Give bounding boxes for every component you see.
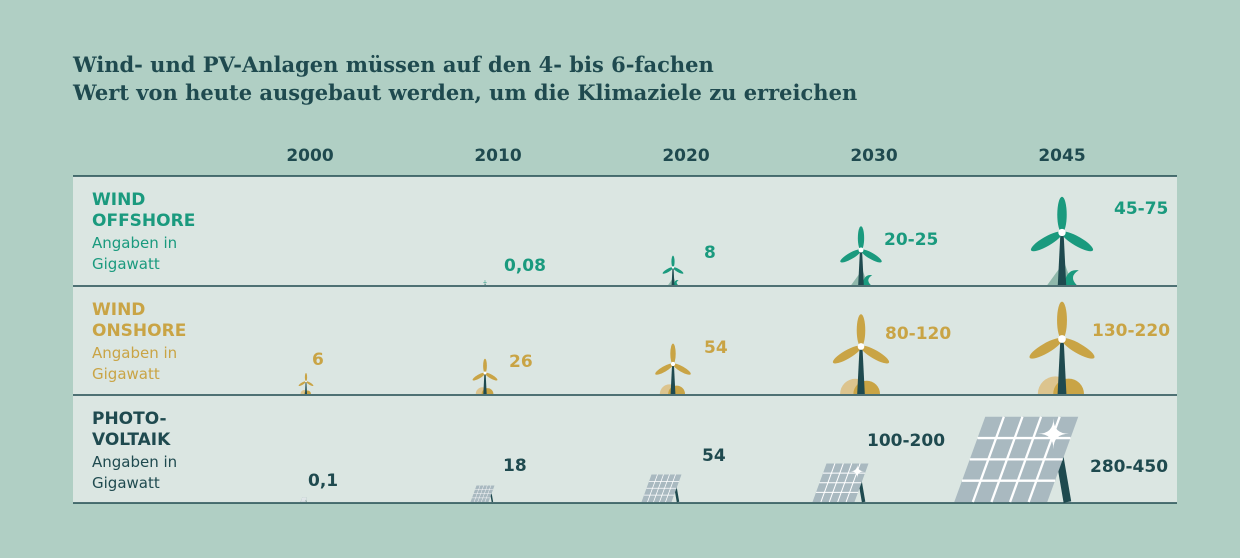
value-label: 54	[702, 446, 726, 466]
year-header: 2010	[474, 146, 521, 166]
value-label: 18	[503, 456, 527, 476]
blade	[472, 372, 486, 381]
row-unit: Angaben in Gigawatt	[92, 234, 177, 273]
wave-curl	[1064, 270, 1079, 285]
blade	[840, 249, 862, 263]
value-label: 54	[704, 338, 728, 358]
blade	[305, 381, 314, 386]
blade	[1030, 231, 1063, 252]
hub	[305, 380, 307, 383]
pv-panel-icon	[812, 463, 869, 503]
blade	[655, 363, 674, 375]
row-label: PHOTO-VOLTAIK	[92, 409, 171, 450]
hub	[1058, 228, 1066, 237]
blade	[1061, 231, 1094, 252]
year-header: 2030	[850, 146, 897, 166]
blade	[672, 267, 684, 274]
blade	[484, 372, 498, 381]
blade	[304, 373, 308, 382]
turbine-icon	[1029, 301, 1095, 394]
value-label: 0,08	[504, 256, 546, 276]
tower	[671, 267, 675, 285]
blade	[860, 249, 882, 263]
sparkle	[1037, 418, 1069, 450]
turbine-icon	[483, 279, 487, 285]
turbine-icon	[662, 255, 684, 285]
blade	[857, 226, 865, 251]
tower	[305, 381, 307, 394]
blade	[662, 267, 674, 274]
turbine-icon	[832, 314, 890, 394]
tower	[857, 346, 865, 394]
value-label: 130-220	[1092, 321, 1170, 341]
year-header: 2020	[662, 146, 709, 166]
pv-panel-icon	[641, 474, 682, 503]
tower	[483, 373, 487, 394]
pv-panel-icon	[300, 497, 307, 503]
blade	[856, 314, 866, 347]
pv-panel-icon	[470, 485, 495, 503]
sparkle	[850, 464, 865, 479]
year-header: 2045	[1038, 146, 1085, 166]
title: Wind- und PV-Anlagen müssen auf den 4- b…	[72, 52, 857, 105]
tower	[1057, 232, 1067, 285]
blade	[672, 363, 691, 375]
wave-curl	[862, 275, 873, 285]
hub	[671, 266, 675, 269]
value-label: 45-75	[1114, 199, 1168, 219]
turbine-icon	[298, 373, 314, 394]
row-unit: Angaben in Gigawatt	[92, 453, 177, 492]
row-label: WIND ONSHORE	[92, 300, 186, 341]
turbine-icon	[840, 226, 882, 285]
tower	[858, 250, 864, 285]
row-label: WIND OFFSHORE	[92, 190, 195, 231]
blade	[1061, 338, 1095, 359]
tower	[670, 364, 676, 394]
pv-panel-icon	[954, 416, 1079, 503]
value-label: 100-200	[867, 431, 945, 451]
hub	[857, 343, 865, 350]
blade	[484, 279, 486, 282]
hub	[670, 361, 676, 367]
blade	[860, 345, 890, 364]
value-label: 8	[704, 243, 716, 263]
blade	[298, 381, 307, 386]
value-label: 280-450	[1090, 457, 1168, 477]
blade	[483, 281, 486, 284]
blade	[483, 358, 487, 373]
year-header: 2000	[286, 146, 333, 166]
wave-curl	[673, 280, 679, 285]
value-label: 20-25	[884, 230, 938, 250]
value-label: 0,1	[308, 471, 338, 491]
tower	[1057, 339, 1067, 394]
hub	[858, 247, 864, 253]
turbine-icon	[1030, 196, 1094, 285]
blade	[484, 281, 487, 284]
blade	[832, 345, 862, 364]
hub	[1058, 335, 1066, 343]
blade	[671, 255, 675, 268]
turbine-icon	[655, 343, 691, 394]
blade	[1057, 301, 1067, 339]
value-label: 26	[509, 352, 533, 372]
wave-curl	[485, 284, 486, 285]
value-label: 80-120	[885, 324, 951, 344]
blade	[1057, 196, 1067, 233]
value-label: 6	[312, 350, 324, 370]
row-unit: Angaben in Gigawatt	[92, 344, 177, 383]
hub	[483, 371, 487, 375]
blade	[1029, 338, 1063, 359]
blade	[670, 343, 676, 364]
turbine-icon	[472, 358, 498, 394]
